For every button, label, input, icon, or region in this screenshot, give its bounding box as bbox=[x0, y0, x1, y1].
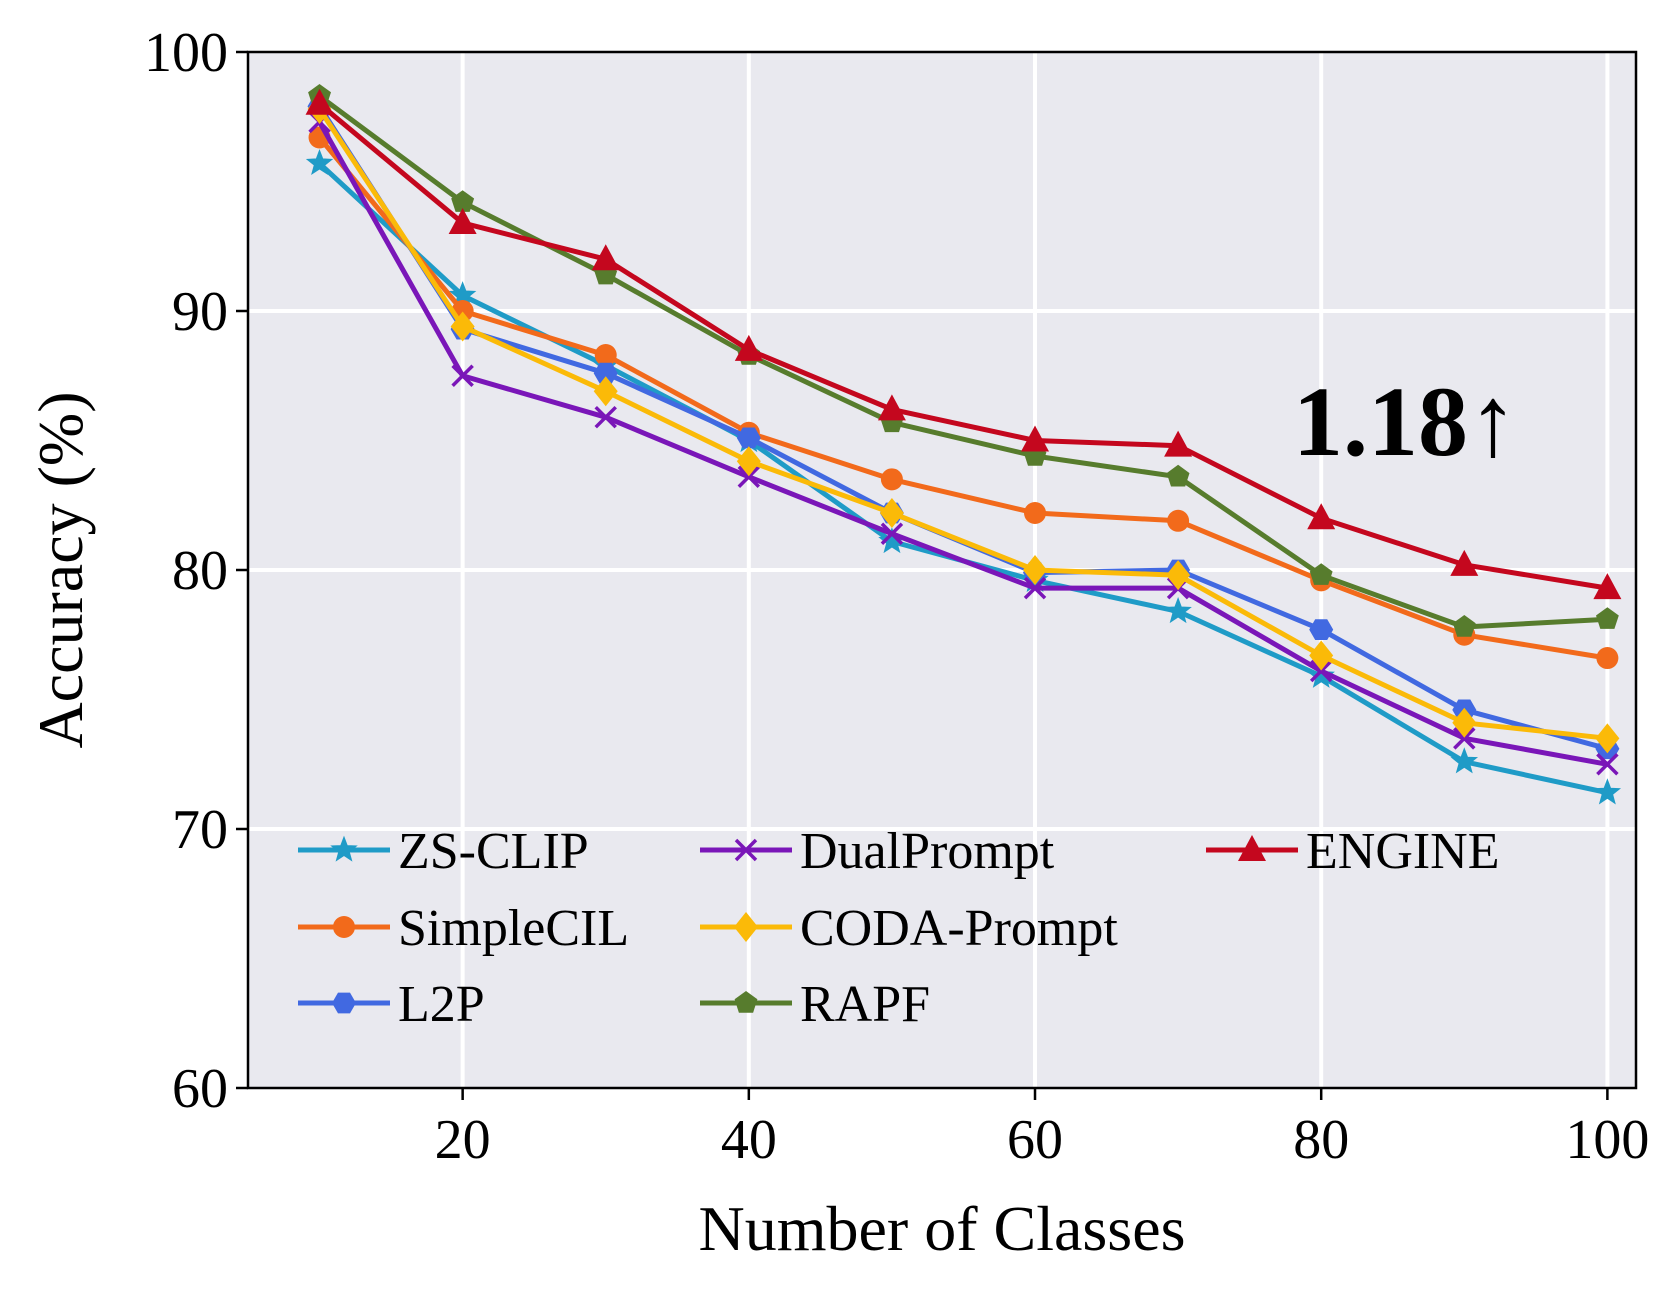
data-point-engine bbox=[734, 334, 763, 361]
series-line-simplecil bbox=[317, 135, 1610, 661]
legend-marker-l2p bbox=[332, 992, 356, 1014]
series-dualprompt bbox=[308, 110, 1619, 776]
y-tick-label: 70 bbox=[172, 799, 228, 861]
legend-label: SimpleCIL bbox=[398, 900, 629, 957]
legend-item-l2p: L2P bbox=[298, 976, 485, 1033]
legend: ZS-CLIP SimpleCIL L2P DualPrompt CODA-Prompt… bbox=[298, 823, 1500, 1033]
data-point-l2p bbox=[736, 427, 761, 449]
legend-label: ENGINE bbox=[1306, 823, 1500, 880]
legend-item-rapf: RAPF bbox=[700, 976, 930, 1033]
data-point-rapf bbox=[1166, 464, 1190, 487]
y-tick-label: 100 bbox=[144, 22, 228, 84]
data-point-dualprompt bbox=[737, 465, 761, 488]
y-tick-label: 80 bbox=[172, 540, 228, 602]
data-point-engine bbox=[591, 244, 620, 271]
data-point-coda-prompt bbox=[736, 446, 761, 477]
data-point-simplecil bbox=[594, 344, 617, 367]
x-tick-label: 60 bbox=[1007, 1109, 1063, 1171]
data-point-engine bbox=[1021, 425, 1050, 452]
data-point-rapf bbox=[1596, 607, 1619, 629]
x-tick-label: 80 bbox=[1293, 1109, 1349, 1171]
annotation: 1.18↑ bbox=[1293, 366, 1518, 477]
legend-marker-coda-prompt bbox=[734, 912, 758, 942]
data-point-coda-prompt bbox=[593, 376, 618, 407]
series-line-engine bbox=[317, 101, 1610, 591]
legend-item-coda-prompt: CODA-Prompt bbox=[700, 900, 1118, 957]
data-point-engine bbox=[305, 88, 334, 115]
legend-item-dualprompt: DualPrompt bbox=[700, 823, 1055, 880]
x-tick-label: 20 bbox=[435, 1109, 491, 1171]
data-point-rapf bbox=[1309, 563, 1333, 585]
data-point-engine bbox=[1450, 549, 1479, 576]
legend-marker-dualprompt bbox=[734, 838, 758, 862]
series-engine bbox=[305, 88, 1622, 600]
series-layer bbox=[305, 84, 1622, 805]
legend-label: CODA-Prompt bbox=[800, 900, 1118, 957]
data-point-zs-clip bbox=[1593, 778, 1622, 805]
data-point-engine bbox=[448, 207, 477, 234]
x-tick-label: 100 bbox=[1565, 1109, 1649, 1171]
data-point-zs-clip bbox=[305, 148, 334, 176]
legend-marker-zs-clip bbox=[330, 835, 358, 862]
data-point-dualprompt bbox=[1023, 576, 1047, 600]
data-point-coda-prompt bbox=[879, 498, 904, 529]
data-point-simplecil bbox=[1596, 647, 1619, 670]
data-point-dualprompt bbox=[1596, 753, 1619, 776]
legend-label: ZS-CLIP bbox=[398, 823, 589, 880]
data-point-coda-prompt bbox=[1452, 707, 1477, 738]
data-point-coda-prompt bbox=[1166, 560, 1191, 591]
series-line-rapf bbox=[317, 93, 1610, 630]
data-point-zs-clip bbox=[1450, 747, 1479, 774]
data-point-zs-clip bbox=[1164, 596, 1192, 624]
data-point-dualprompt bbox=[594, 405, 617, 429]
legend-item-zs-clip: ZS-CLIP bbox=[298, 823, 589, 880]
data-point-engine bbox=[1307, 503, 1336, 530]
legend-marker-engine bbox=[1238, 835, 1266, 861]
data-point-coda-prompt bbox=[1023, 555, 1048, 585]
data-point-dualprompt bbox=[451, 364, 474, 387]
data-point-coda-prompt bbox=[1309, 640, 1334, 671]
data-point-engine bbox=[1164, 430, 1193, 457]
legend-label: RAPF bbox=[800, 976, 930, 1033]
legend-marker-simplecil bbox=[333, 916, 355, 938]
y-tick-label: 90 bbox=[172, 281, 228, 343]
data-point-coda-prompt bbox=[450, 311, 475, 342]
data-point-l2p bbox=[1309, 619, 1334, 640]
data-point-dualprompt bbox=[880, 522, 904, 545]
data-point-zs-clip bbox=[1307, 661, 1335, 688]
y-tick-label: 60 bbox=[172, 1058, 228, 1120]
data-point-coda-prompt bbox=[1595, 723, 1620, 754]
legend-item-engine: ENGINE bbox=[1206, 823, 1500, 880]
legend-marker-rapf bbox=[734, 991, 758, 1013]
series-line-dualprompt bbox=[317, 119, 1610, 767]
data-point-dualprompt bbox=[1309, 659, 1333, 683]
data-point-simplecil bbox=[880, 468, 903, 491]
x-axis-title: Number of Classes bbox=[698, 1193, 1185, 1264]
y-axis-title: Accuracy (%) bbox=[25, 391, 96, 748]
data-point-simplecil bbox=[1024, 502, 1047, 525]
data-point-engine bbox=[877, 394, 906, 421]
data-point-dualprompt bbox=[1453, 727, 1476, 750]
legend-label: DualPrompt bbox=[800, 823, 1055, 880]
data-point-engine bbox=[1593, 573, 1622, 600]
legend-item-simplecil: SimpleCIL bbox=[298, 900, 629, 957]
series-line-coda-prompt bbox=[317, 106, 1610, 741]
data-point-simplecil bbox=[1167, 509, 1190, 532]
data-point-l2p bbox=[593, 362, 618, 384]
data-point-rapf bbox=[451, 190, 475, 212]
data-point-rapf bbox=[1452, 615, 1476, 637]
legend-label: L2P bbox=[398, 976, 485, 1033]
x-tick-label: 40 bbox=[721, 1109, 777, 1171]
axis-ticks: 20 40 60 80 100 60 70 80 90 100 bbox=[144, 22, 1649, 1171]
